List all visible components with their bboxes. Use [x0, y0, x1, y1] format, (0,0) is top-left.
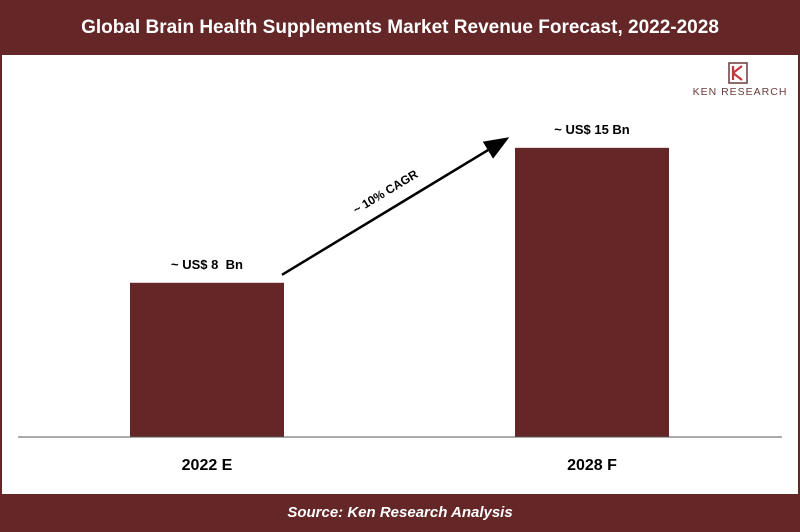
bar — [515, 147, 669, 437]
bar-chart: ~ US$ 8 Bn 2022 E ~ US$ 15 Bn 2028 F ~ 10% C… — [18, 122, 782, 474]
ken-research-logo-icon — [728, 62, 748, 84]
company-logo: KEN RESEARCH — [686, 62, 794, 102]
source-band: Source: Ken Research Analysis — [0, 494, 800, 532]
x-tick-label: 2022 E — [182, 457, 233, 474]
data-label: ~ US$ 15 Bn — [554, 122, 630, 137]
source-note: Source: Ken Research Analysis — [287, 504, 513, 521]
right-border — [798, 55, 800, 494]
cagr-arrow — [281, 137, 510, 276]
chart-title: Global Brain Health Supplements Market R… — [81, 17, 719, 38]
data-label: ~ US$ 8 Bn — [171, 257, 243, 272]
left-border — [0, 55, 2, 494]
logo-text: KEN RESEARCH — [692, 86, 788, 98]
title-band: Global Brain Health Supplements Market R… — [0, 0, 800, 55]
cagr-annotation: ~ 10% CAGR — [351, 167, 421, 217]
bar — [130, 282, 284, 437]
x-tick-label: 2028 F — [567, 457, 617, 474]
